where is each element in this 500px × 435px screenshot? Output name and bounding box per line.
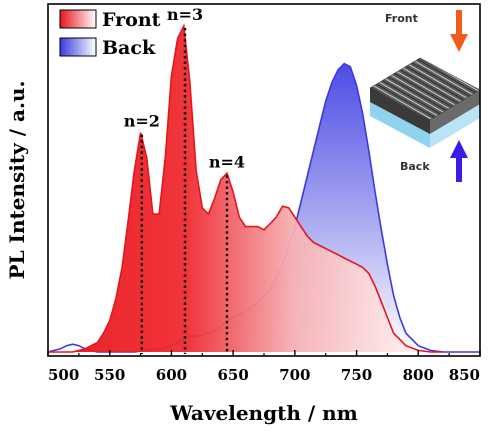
x-tick-label-500: 500 [48,366,79,384]
legend-label-back: Back [102,37,156,59]
x-tick-label-800: 800 [403,366,434,384]
legend-label-front: Front [102,9,161,31]
front-arrow-icon [450,10,468,52]
film-side-face [430,90,480,134]
x-tick-label-700: 700 [279,366,310,384]
x-tick-label-850: 850 [449,366,480,384]
peak-label-1: n=2 [124,112,160,131]
x-tick-label-550: 550 [94,366,125,384]
x-tick-label-650: 650 [217,366,248,384]
peak-markers: n=2 n=3 n=4 [124,5,245,354]
x-axis-ticks: 500 550 600 650 700 750 800 850 [47,350,481,384]
x-tick-label-600: 600 [156,366,187,384]
substrate-side-face [430,104,480,148]
series-line-front [48,23,443,353]
x-tick-label-750: 750 [341,366,372,384]
peak-label-3: n=4 [209,152,245,171]
film-front-face [370,88,430,134]
back-arrow-icon [450,140,468,182]
y-axis-title: PL Intensity / a.u. [5,81,29,280]
legend: Front Back [59,9,161,59]
peak-label-2: n=3 [167,5,203,24]
inset-label-front: Front [385,12,418,25]
legend-swatch-back [59,37,97,57]
inset-illustration: Front Back [369,10,481,182]
x-axis-title: Wavelength / nm [169,401,358,425]
legend-swatch-front [59,9,97,29]
inset-label-back: Back [400,160,430,173]
substrate-front-face [370,102,430,148]
series-area-front [48,26,443,352]
plot-area [47,23,480,353]
